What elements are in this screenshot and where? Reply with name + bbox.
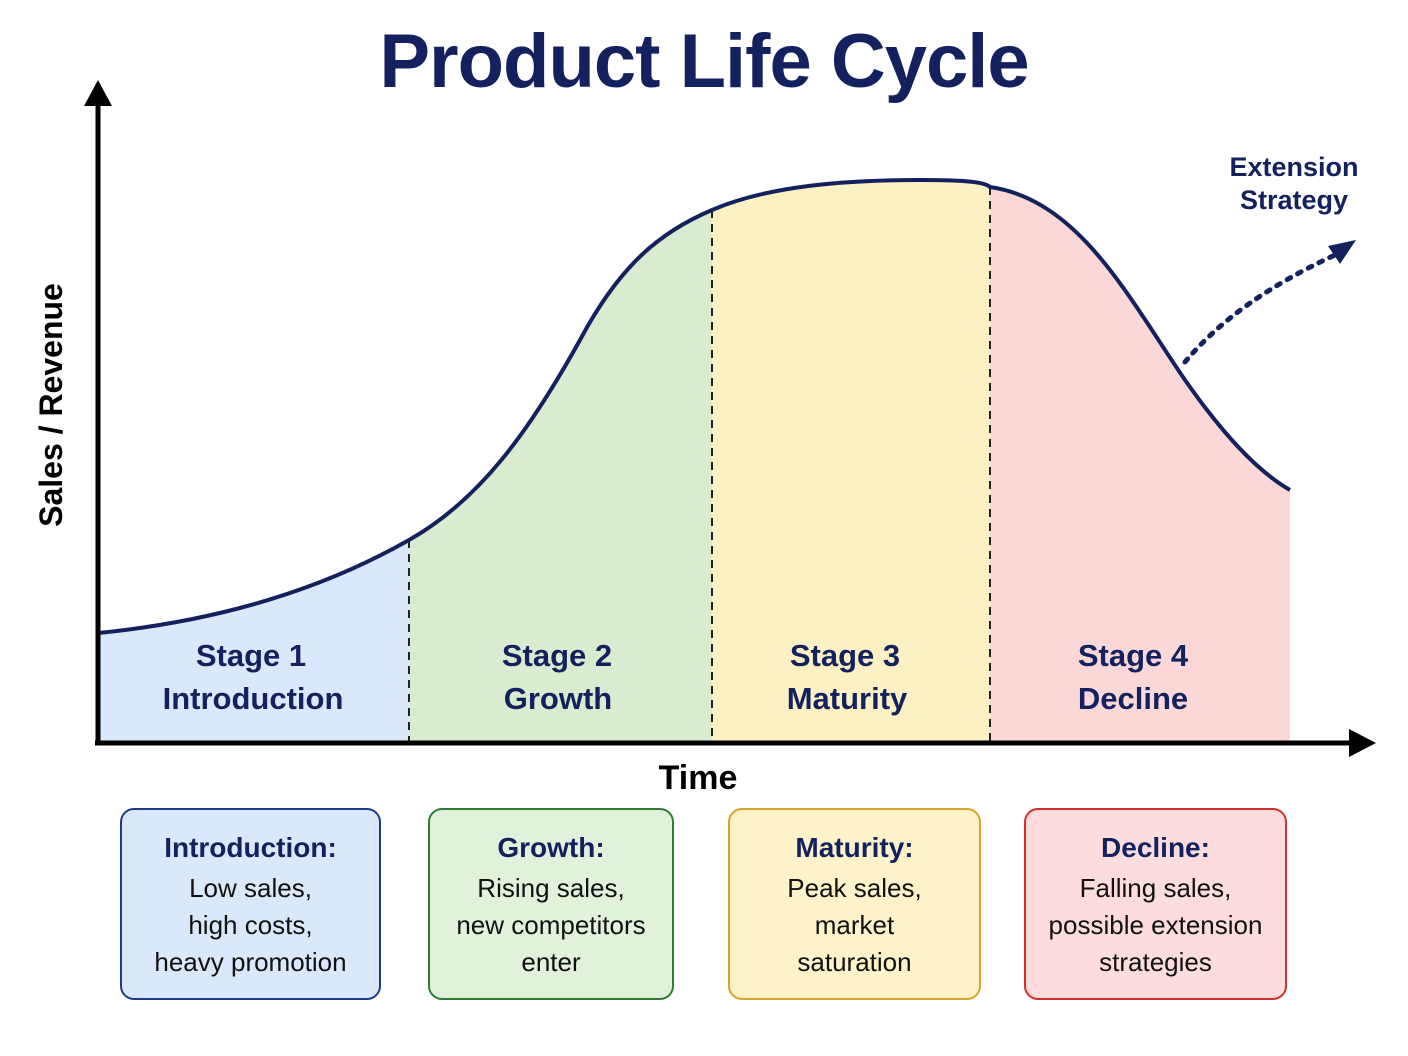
stage-1-number: Stage 1 [196,638,306,673]
stage-3-name: Maturity [787,681,908,716]
stage-region-maturity [712,180,990,742]
info-box-line: Falling sales, [1079,873,1232,903]
info-box-introduction: Introduction: Low sales, high costs, hea… [120,808,381,1000]
stage-2-name: Growth [504,681,613,716]
info-box-body: Low sales, high costs, heavy promotion [122,870,379,981]
info-box-body: Rising sales, new competitors enter [430,870,672,981]
info-box-line: Rising sales, [477,873,625,903]
info-box-line: Peak sales, [787,873,922,903]
info-box-line: high costs, [188,910,313,940]
y-axis-label: Sales / Revenue [33,283,69,527]
life-cycle-curve [97,177,1291,635]
info-box-line: saturation [797,947,912,977]
info-box-title: Growth: [497,832,605,863]
info-box-line: strategies [1099,947,1212,977]
info-box-maturity: Maturity: Peak sales, market saturation [728,808,981,1000]
extension-label-line2: Strategy [1240,185,1348,215]
stage-4-number: Stage 4 [1078,638,1189,673]
x-axis-arrow-icon [1349,729,1376,757]
info-box-line: possible extension [1048,910,1263,940]
stage-2-number: Stage 2 [502,638,612,673]
info-box-line: market [814,910,895,940]
info-box-growth: Growth: Rising sales, new competitors en… [428,808,674,1000]
info-box-title: Introduction: [164,832,337,863]
info-box-body: Peak sales, market saturation [730,870,979,981]
info-box-decline: Decline: Falling sales, possible extensi… [1024,808,1287,1000]
info-box-line: heavy promotion [154,947,347,977]
x-axis-label: Time [659,759,738,797]
info-box-line: new competitors [456,910,646,940]
life-cycle-diagram: Sales / Revenue Time Stage 1 Introductio… [33,80,1376,797]
y-axis-arrow-icon [84,80,112,106]
extension-arrow-path [1182,252,1338,365]
info-box-line: enter [521,947,581,977]
info-box-title: Maturity: [795,832,914,863]
info-box-body: Falling sales, possible extension strate… [1026,870,1285,981]
stage-4-name: Decline [1078,681,1188,716]
info-box-line: Low sales, [189,873,312,903]
stage-1-name: Introduction [163,681,344,716]
extension-label-line1: Extension [1229,152,1358,182]
page-title: Product Life Cycle [379,19,1029,104]
stage-3-number: Stage 3 [790,638,900,673]
extension-arrow-head [1328,240,1356,264]
info-box-title: Decline: [1101,832,1210,863]
